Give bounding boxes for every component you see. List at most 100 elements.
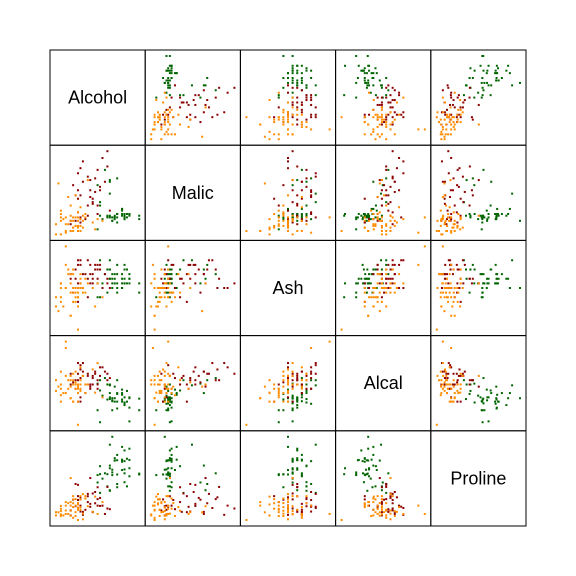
data-point — [91, 221, 94, 224]
data-point — [125, 282, 128, 285]
data-point — [163, 400, 166, 403]
data-point — [91, 377, 94, 380]
data-point — [170, 77, 173, 80]
data-point — [153, 516, 156, 519]
data-point — [268, 99, 271, 102]
data-point — [96, 213, 99, 216]
data-point — [300, 366, 303, 369]
data-point — [477, 214, 480, 217]
data-point — [150, 383, 153, 386]
data-point — [402, 96, 405, 99]
data-point — [473, 382, 476, 385]
data-point — [380, 489, 383, 492]
data-point — [483, 81, 486, 84]
data-point — [277, 214, 280, 217]
data-point — [182, 379, 185, 382]
data-point — [216, 287, 219, 289]
data-point — [160, 372, 163, 375]
variable-label: Alcal — [364, 373, 403, 393]
data-point — [179, 123, 182, 126]
data-point — [453, 396, 456, 399]
data-point — [167, 473, 170, 476]
data-point — [305, 392, 308, 395]
data-point — [395, 496, 398, 499]
data-point — [291, 374, 294, 377]
data-point — [57, 182, 60, 185]
data-point — [165, 91, 168, 94]
data-point — [448, 121, 451, 124]
data-point — [77, 387, 80, 390]
data-point — [385, 194, 388, 197]
data-point — [287, 77, 289, 80]
data-point — [121, 445, 124, 448]
data-point — [163, 287, 166, 289]
data-point — [64, 287, 67, 289]
data-point — [116, 482, 119, 485]
data-point — [395, 113, 398, 116]
data-point — [277, 223, 280, 226]
data-point — [473, 282, 476, 285]
data-point — [402, 111, 405, 114]
data-point — [459, 214, 462, 217]
data-point — [167, 81, 170, 84]
data-point — [268, 514, 271, 517]
data-point — [443, 101, 446, 104]
data-point — [170, 64, 173, 67]
data-point — [369, 91, 372, 94]
data-point — [508, 287, 511, 289]
data-point — [170, 504, 173, 507]
data-point — [206, 268, 209, 271]
data-point — [79, 383, 82, 386]
data-point — [282, 498, 285, 501]
data-point — [448, 103, 451, 106]
data-point — [199, 121, 202, 124]
data-point — [385, 514, 388, 517]
data-point — [300, 189, 303, 192]
data-point — [482, 402, 485, 405]
data-point — [268, 218, 271, 221]
data-point — [277, 94, 280, 97]
data-point — [367, 230, 370, 232]
data-point — [443, 287, 446, 289]
data-point — [101, 282, 104, 285]
data-point — [453, 230, 456, 232]
data-point — [372, 77, 375, 80]
data-point — [173, 377, 176, 380]
data-point — [448, 273, 451, 276]
data-point — [355, 471, 358, 474]
data-point — [113, 282, 116, 285]
data-point — [79, 496, 82, 499]
data-point — [368, 282, 371, 285]
data-point — [96, 474, 99, 477]
data-point — [450, 296, 453, 299]
data-point — [368, 468, 371, 471]
data-point — [376, 116, 379, 119]
data-point — [398, 91, 401, 94]
data-point — [300, 214, 303, 217]
data-point — [168, 79, 171, 82]
data-point — [296, 108, 299, 111]
data-point — [211, 259, 214, 262]
data-point — [99, 296, 102, 299]
data-point — [167, 504, 170, 507]
data-point — [108, 192, 111, 195]
data-point — [485, 388, 488, 391]
data-point — [179, 379, 182, 382]
data-point — [86, 372, 89, 375]
data-point — [361, 460, 364, 463]
data-point — [368, 273, 371, 276]
data-point — [389, 185, 392, 188]
data-point — [192, 490, 195, 493]
data-point — [165, 394, 168, 397]
data-point — [197, 374, 200, 377]
data-point — [57, 385, 60, 388]
data-point — [163, 121, 166, 124]
data-point — [482, 282, 485, 285]
data-point — [201, 385, 204, 388]
data-point — [96, 204, 99, 207]
data-point — [507, 64, 510, 67]
data-point — [385, 498, 388, 501]
data-point — [77, 383, 80, 386]
data-point — [451, 383, 454, 386]
data-point — [59, 513, 62, 516]
